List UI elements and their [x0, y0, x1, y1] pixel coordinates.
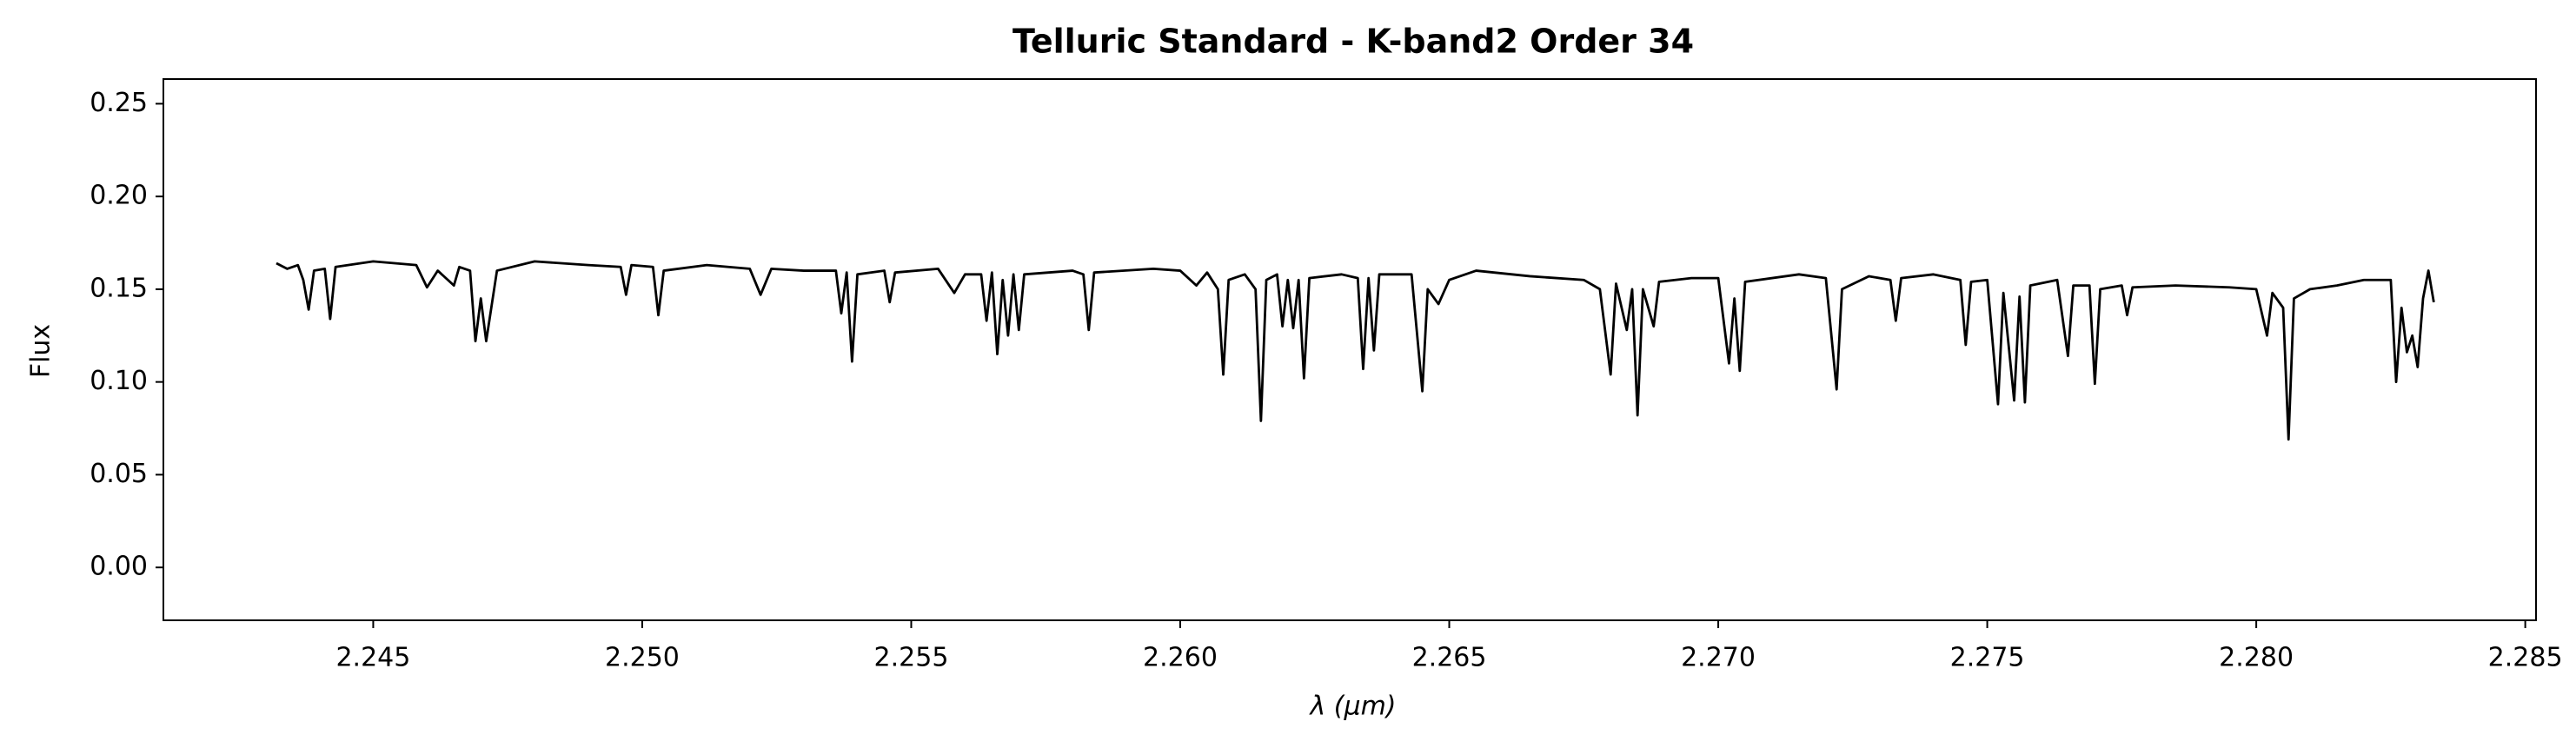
y-tick-label: 0.00 [90, 552, 148, 582]
x-tick-label: 2.280 [2219, 643, 2294, 673]
y-tick-label: 0.05 [90, 459, 148, 489]
x-tick-label: 2.255 [874, 643, 949, 673]
x-tick-label: 2.275 [1950, 643, 2025, 673]
spectrum-line [276, 260, 2435, 441]
y-axis-label: Flux [26, 324, 56, 378]
y-tick-label: 0.15 [90, 273, 148, 303]
x-tick-label: 2.260 [1143, 643, 1218, 673]
x-axis-label: λ (μm) [1308, 692, 1396, 722]
plot-frame [163, 78, 2537, 621]
y-tick-label: 0.20 [90, 181, 148, 211]
chart-title: Telluric Standard - K-band2 Order 34 [1012, 23, 1694, 61]
x-tick-label: 2.285 [2488, 643, 2563, 673]
y-tick-label: 0.25 [90, 88, 148, 118]
x-tick-label: 2.270 [1681, 643, 1756, 673]
y-tick-label: 0.10 [90, 366, 148, 396]
x-tick-label: 2.250 [605, 643, 680, 673]
x-tick-label: 2.245 [335, 643, 410, 673]
x-tick-label: 2.265 [1412, 643, 1487, 673]
